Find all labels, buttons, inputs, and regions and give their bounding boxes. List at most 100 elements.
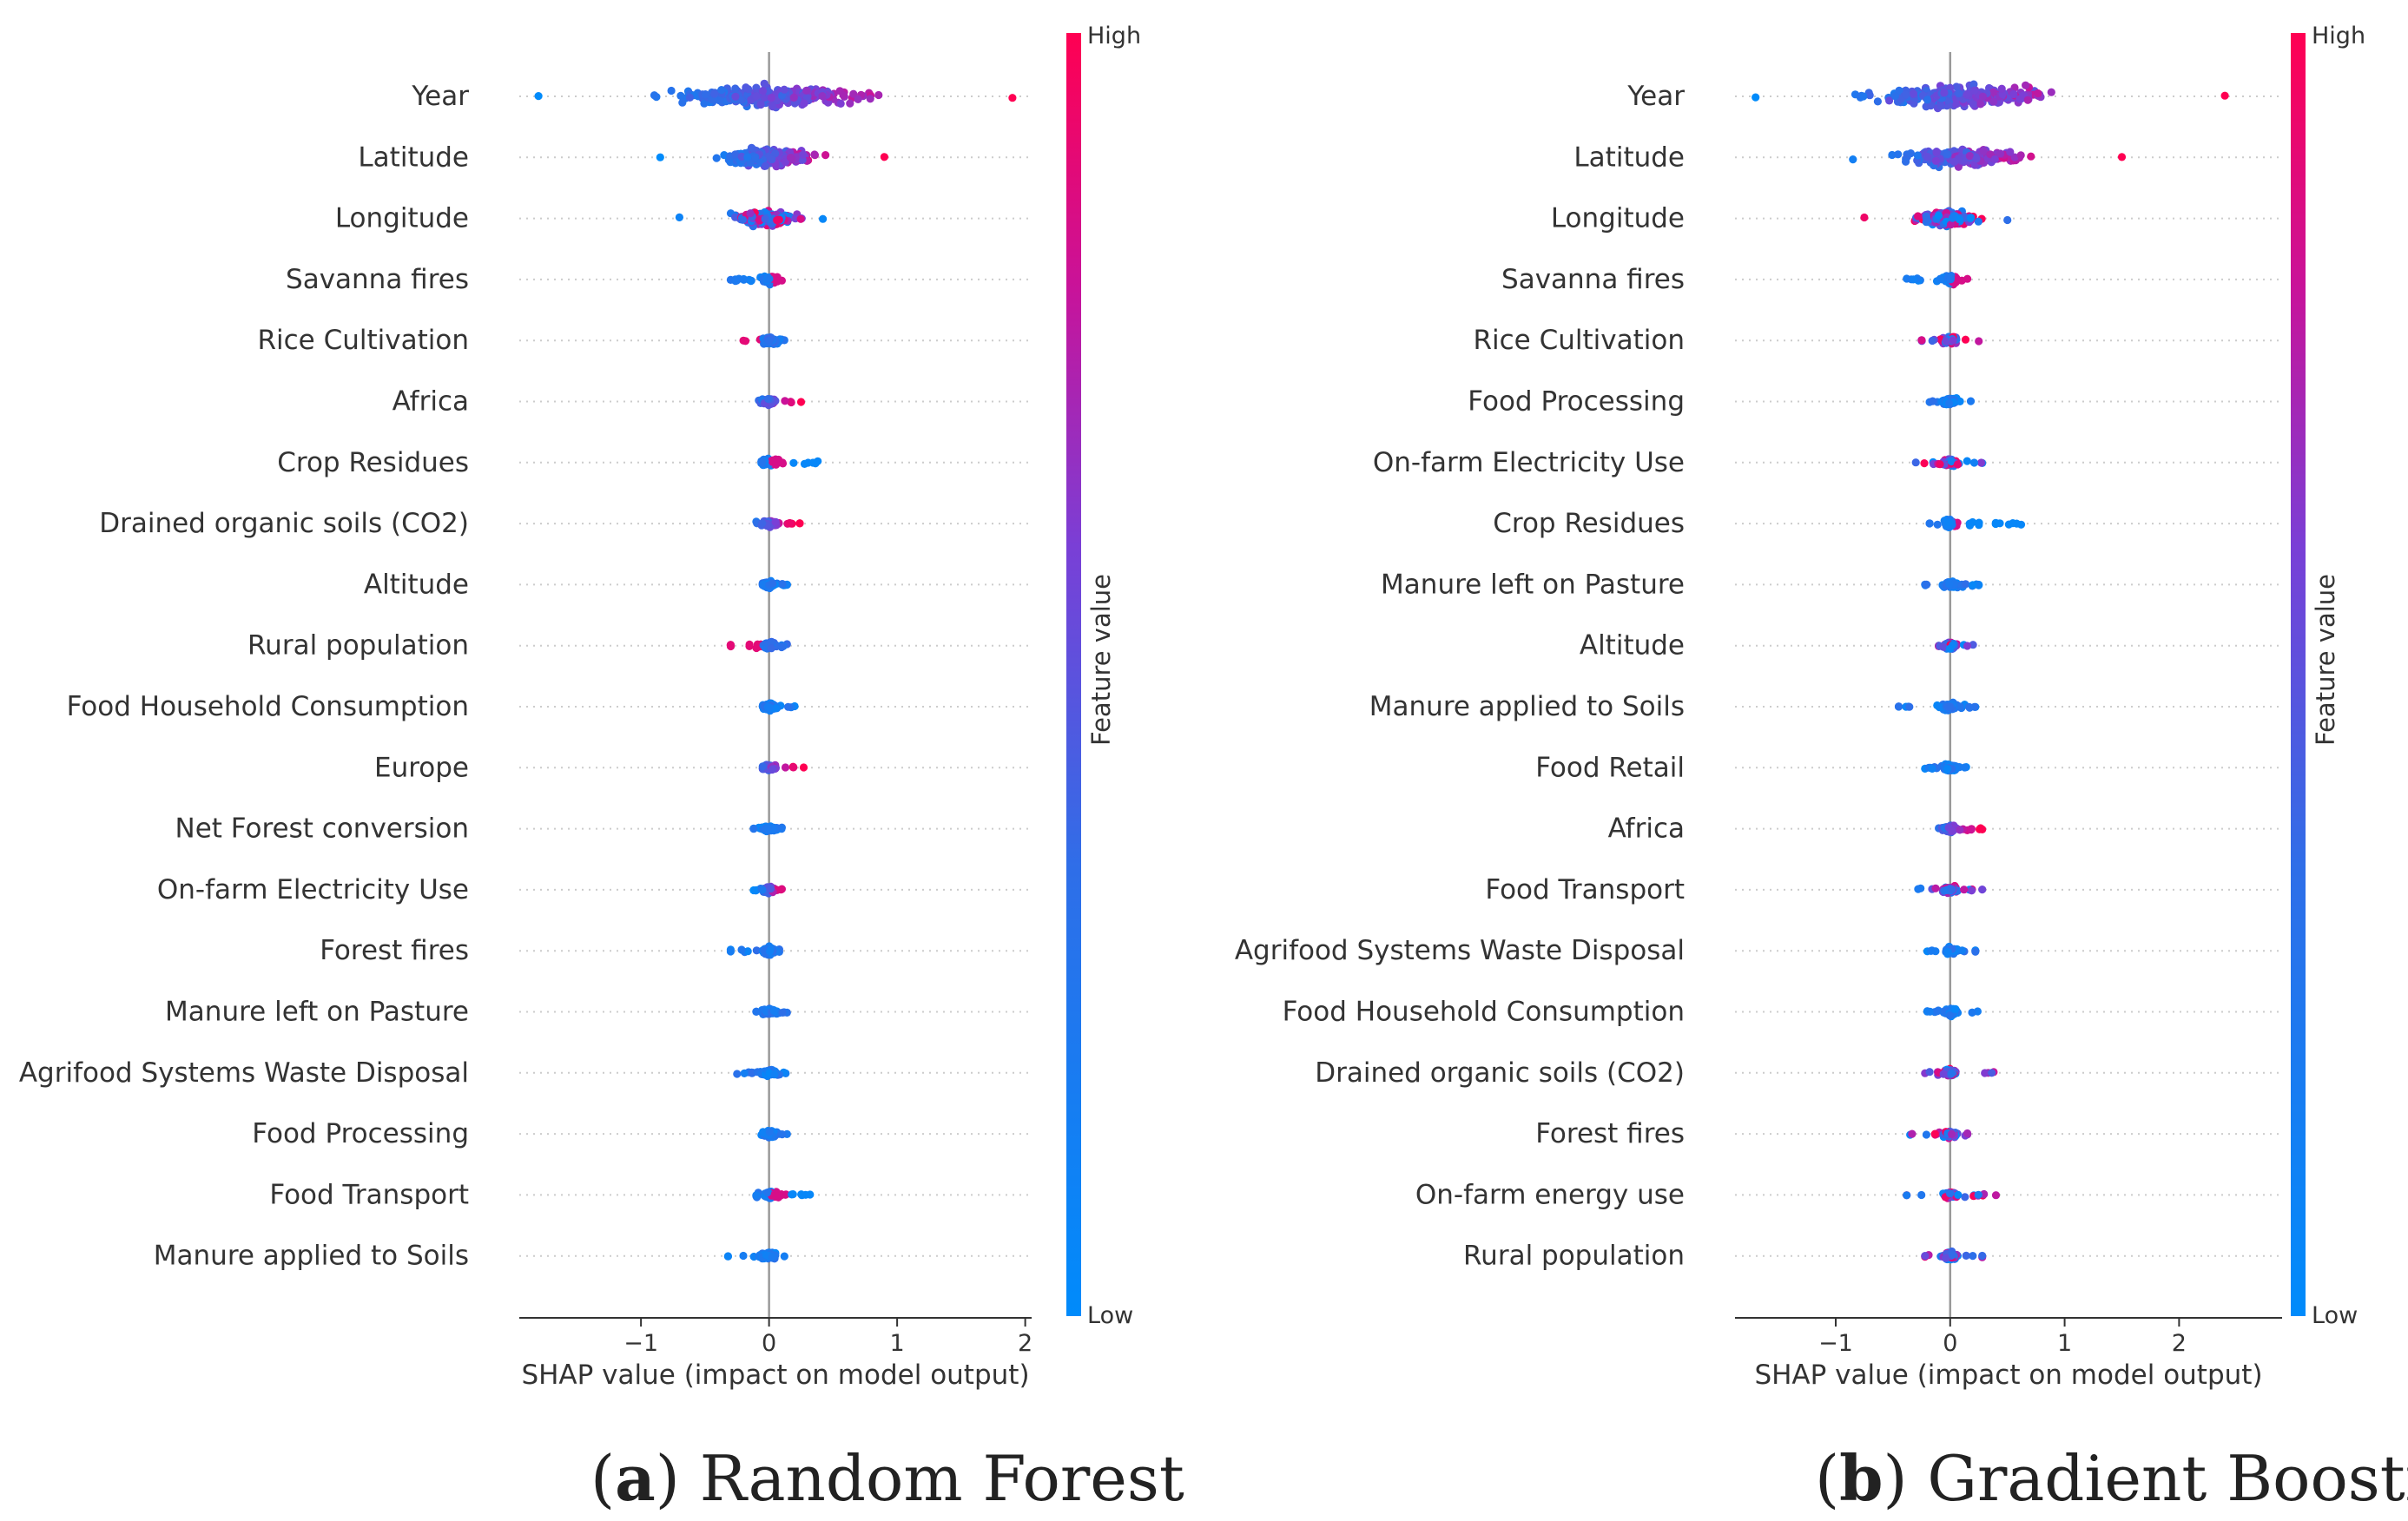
shap-point <box>1906 149 1915 158</box>
shap-point <box>1932 148 1941 157</box>
shap-point <box>1849 155 1857 164</box>
shap-point <box>874 90 883 100</box>
shap-point <box>765 703 774 712</box>
shap-point <box>796 214 805 223</box>
beeswarm-row <box>1903 272 1972 289</box>
colorbar-title: Feature value <box>2311 574 2340 746</box>
shap-point <box>758 87 768 95</box>
shap-point <box>731 213 740 221</box>
feature-label: On-farm energy use <box>1415 1179 1685 1210</box>
feature-label: Crop Residues <box>1493 508 1685 539</box>
shap-point <box>761 161 770 170</box>
beeswarm-row <box>1917 333 1983 348</box>
x-tick-label: −1 <box>1818 1330 1853 1357</box>
shap-point <box>758 519 767 528</box>
feature-label: Net Forest conversion <box>175 813 469 845</box>
beeswarm-row <box>758 576 791 593</box>
beeswarm-row <box>757 1126 791 1142</box>
shap-point <box>1929 397 1937 405</box>
beeswarm-row <box>733 1065 790 1081</box>
shap-point <box>802 86 811 95</box>
shap-point <box>1923 152 1931 161</box>
shap-point <box>1947 1129 1956 1138</box>
shap-point <box>743 947 752 956</box>
feature-label: Savanna fires <box>1501 264 1685 295</box>
x-tick-label: 0 <box>1943 1330 1957 1357</box>
shap-point <box>1958 946 1967 955</box>
shap-point <box>781 397 789 405</box>
shap-point <box>1949 336 1957 345</box>
feature-label: Food Retail <box>1535 752 1685 783</box>
shap-point <box>854 95 862 103</box>
shap-point <box>1960 763 1969 772</box>
shap-point <box>1939 1070 1948 1078</box>
shap-point <box>1885 96 1894 105</box>
beeswarm-row <box>1925 394 1976 409</box>
shap-point <box>1969 581 1977 589</box>
shap-point <box>752 946 761 955</box>
shap-point <box>650 91 659 100</box>
beeswarm-row <box>1923 942 1980 958</box>
x-tick-label: 2 <box>2172 1330 2187 1357</box>
shap-point <box>1917 884 1925 892</box>
feature-label: Africa <box>1608 813 1685 845</box>
feature-label: Africa <box>393 386 469 418</box>
shap-point <box>733 1070 742 1078</box>
feature-label: Food Processing <box>1468 386 1685 418</box>
shap-point <box>1944 399 1954 408</box>
shap-point <box>1953 460 1962 469</box>
shap-point <box>746 209 755 218</box>
shap-point <box>1943 150 1952 159</box>
shap-point <box>745 642 754 651</box>
shap-point <box>741 337 750 346</box>
shap-point <box>534 92 543 101</box>
shap-point <box>747 143 756 152</box>
feature-label: Agrifood Systems Waste Disposal <box>1235 935 1685 966</box>
feature-label: Manure applied to Soils <box>154 1241 469 1272</box>
shap-point <box>731 150 740 159</box>
feature-label: On-farm Electricity Use <box>157 874 469 905</box>
x-tick-label: 1 <box>2057 1330 2072 1357</box>
x-axis-label: SHAP value (impact on model output) <box>521 1360 1029 1391</box>
colorbar-low-label: Low <box>1087 1302 1133 1329</box>
shap-point <box>1954 1190 1963 1199</box>
feature-label: Food Transport <box>1485 874 1685 905</box>
beeswarm-row <box>726 272 787 289</box>
shap-point <box>1752 93 1760 102</box>
shap-point <box>1873 97 1882 106</box>
shap-point <box>675 213 684 221</box>
shap-point <box>789 458 798 467</box>
shap-point <box>778 580 787 589</box>
shap-point <box>731 84 740 93</box>
shap-point <box>1965 151 1974 161</box>
shap-point <box>880 153 889 161</box>
shap-point <box>810 150 819 159</box>
shap-point <box>758 762 767 771</box>
shap-point <box>1946 702 1955 711</box>
shap-point <box>1978 92 1988 101</box>
shap-point <box>780 1252 788 1261</box>
shap-point <box>1963 642 1972 650</box>
shap-point <box>778 459 788 468</box>
shap-point <box>1974 217 1982 226</box>
shap-point <box>1989 88 1998 96</box>
shap-point <box>1928 336 1936 346</box>
shap-point <box>781 763 790 772</box>
feature-label: Food Processing <box>252 1118 469 1149</box>
shap-point <box>836 99 845 108</box>
feature-label: Savanna fires <box>286 264 469 295</box>
shap-point <box>1950 157 1959 166</box>
shap-point <box>1949 1250 1957 1260</box>
shap-point <box>2220 91 2229 100</box>
shap-point <box>1947 1069 1956 1078</box>
shap-point <box>786 153 795 161</box>
shap-point <box>749 825 758 833</box>
shap-point <box>1936 274 1944 283</box>
beeswarm-row <box>1935 821 1987 837</box>
shap-point <box>1975 337 1983 346</box>
shap-point <box>1921 1252 1930 1261</box>
feature-label: Longitude <box>335 203 469 234</box>
shap-point <box>1968 1008 1976 1017</box>
shap-point <box>769 765 777 774</box>
shap-point <box>1978 1251 1987 1261</box>
